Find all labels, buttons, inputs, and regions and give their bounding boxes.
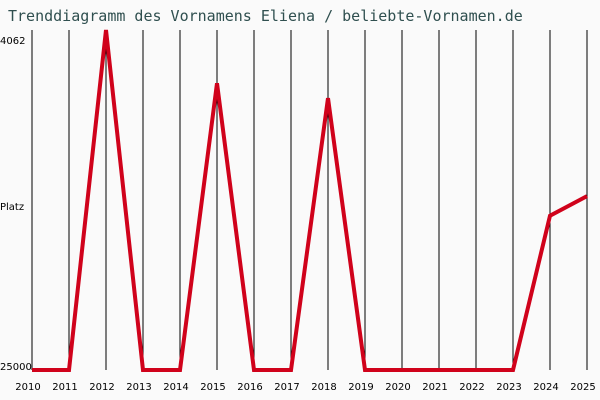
x-tick-label: 2018 [311, 382, 337, 393]
x-tick-label: 2012 [89, 382, 115, 393]
x-tick-label: 2019 [348, 382, 374, 393]
y-tick-top: 4062 [0, 36, 26, 47]
x-tick-label: 2015 [200, 382, 226, 393]
x-tick-label: 2013 [126, 382, 152, 393]
series-line [32, 29, 588, 372]
x-tick-label: 2011 [52, 382, 78, 393]
y-tick-bottom: 25000 [0, 362, 32, 373]
x-tick-label: 2010 [15, 382, 41, 393]
y-axis-label: Platz [0, 202, 25, 213]
x-tick-label: 2014 [163, 382, 189, 393]
x-tick-label: 2025 [570, 382, 596, 393]
x-tick-label: 2016 [237, 382, 263, 393]
x-tick-label: 2017 [274, 382, 300, 393]
chart-title: Trenddiagramm des Vornamens Eliena / bel… [8, 7, 523, 25]
x-tick-label: 2024 [533, 382, 559, 393]
x-tick-label: 2023 [496, 382, 522, 393]
x-tick-label: 2022 [459, 382, 485, 393]
x-tick-label: 2020 [385, 382, 411, 393]
x-tick-label: 2021 [422, 382, 448, 393]
